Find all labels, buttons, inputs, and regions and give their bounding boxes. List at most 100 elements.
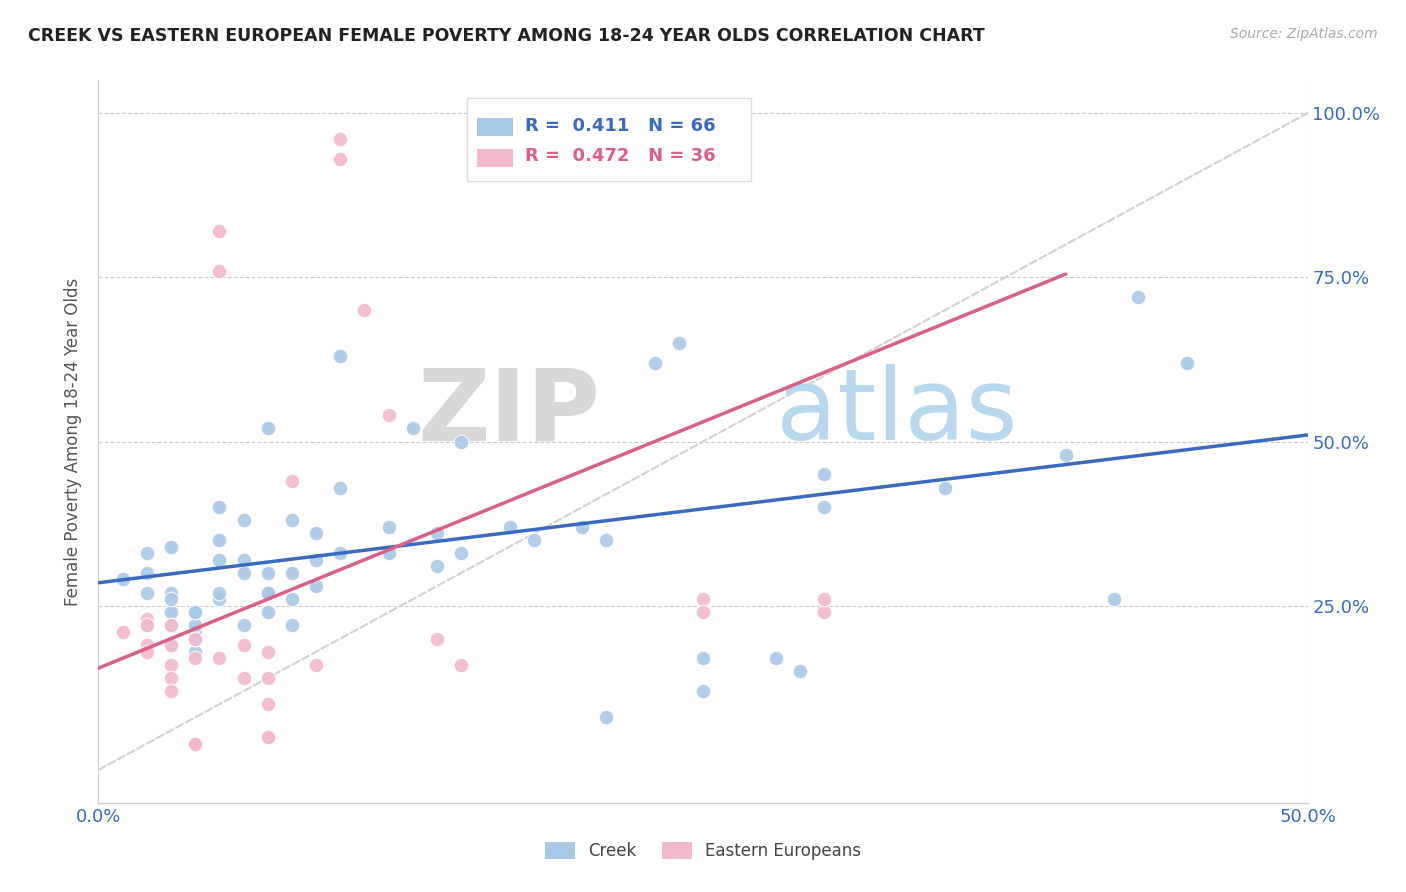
Point [426,559,449,574]
Point [765,651,787,665]
Point [232,638,254,652]
Point [232,618,254,632]
Text: ZIP: ZIP [418,364,600,461]
Point [281,513,304,527]
Text: R =  0.411   N = 66: R = 0.411 N = 66 [526,117,716,135]
Point [256,645,278,659]
Point [256,585,278,599]
Point [281,474,304,488]
Text: Source: ZipAtlas.com: Source: ZipAtlas.com [1230,27,1378,41]
Point [184,651,207,665]
Point [160,585,183,599]
Point [184,632,207,646]
Point [353,303,375,318]
Point [595,533,617,547]
Point [571,520,593,534]
Bar [477,118,513,136]
Point [692,605,714,619]
Point [813,592,835,607]
Point [111,573,134,587]
Point [232,553,254,567]
Point [1102,592,1125,607]
Point [1054,448,1077,462]
Point [692,651,714,665]
Point [208,264,231,278]
Point [208,553,231,567]
Point [281,592,304,607]
Point [450,657,472,672]
Point [256,730,278,744]
Point [329,481,352,495]
Point [256,585,278,599]
Point [208,500,231,515]
Point [281,566,304,580]
Point [595,710,617,724]
Point [135,618,157,632]
Point [160,592,183,607]
Point [184,645,207,659]
Point [813,605,835,619]
Bar [477,149,513,167]
Point [256,671,278,685]
Point [135,645,157,659]
Point [305,579,328,593]
Point [256,421,278,435]
Point [135,612,157,626]
Point [668,336,690,351]
Text: atlas: atlas [776,364,1017,461]
Point [256,698,278,712]
Point [208,224,231,238]
Point [184,737,207,751]
Point [160,618,183,632]
Point [692,684,714,698]
Point [184,605,207,619]
Point [160,618,183,632]
Point [160,605,183,619]
Point [523,533,546,547]
Point [135,585,157,599]
Point [135,566,157,580]
Point [450,434,472,449]
Point [208,533,231,547]
Point [498,520,520,534]
Point [789,665,811,679]
Point [256,566,278,580]
Point [377,409,399,423]
Point [208,651,231,665]
Point [232,513,254,527]
Point [232,671,254,685]
Point [281,618,304,632]
Point [934,481,956,495]
Legend: Creek, Eastern Europeans: Creek, Eastern Europeans [538,835,868,867]
Point [305,657,328,672]
Point [1175,356,1198,370]
Point [1128,290,1150,304]
Point [813,500,835,515]
Point [160,684,183,698]
Point [329,152,352,166]
Point [111,625,134,640]
Point [329,132,352,146]
Point [208,585,231,599]
Point [329,546,352,560]
Point [135,546,157,560]
Point [644,356,666,370]
Point [208,592,231,607]
Point [402,421,425,435]
Point [377,546,399,560]
Point [305,526,328,541]
FancyBboxPatch shape [467,98,751,181]
Point [692,592,714,607]
Point [813,467,835,482]
Point [450,546,472,560]
Point [256,605,278,619]
Point [135,618,157,632]
Y-axis label: Female Poverty Among 18-24 Year Olds: Female Poverty Among 18-24 Year Olds [63,277,82,606]
Point [135,638,157,652]
Point [426,526,449,541]
Point [184,605,207,619]
Point [232,566,254,580]
Point [160,657,183,672]
Point [426,632,449,646]
Point [184,625,207,640]
